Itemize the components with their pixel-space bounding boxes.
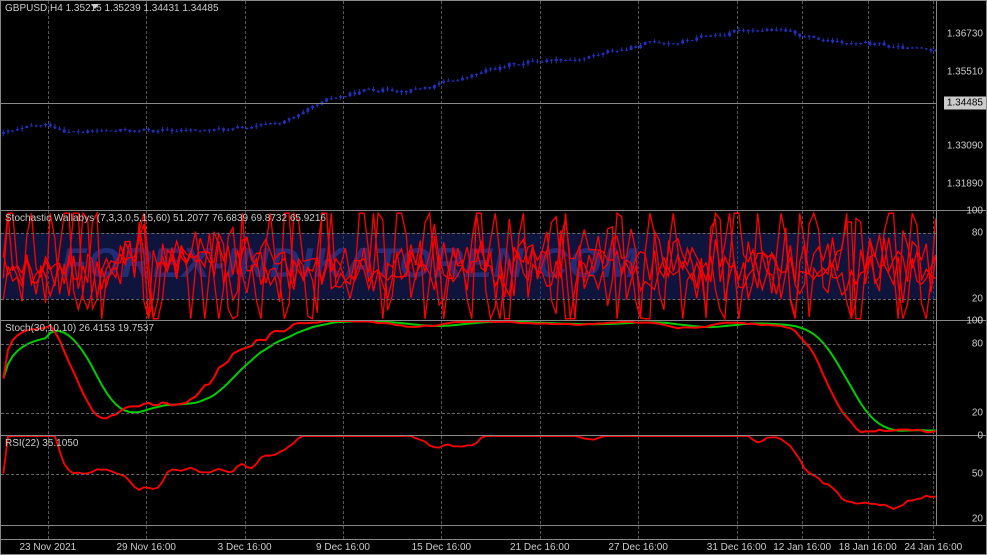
x-tick-label: 15 Dec 16:00	[412, 542, 472, 553]
x-tick-label: 12 Jan 16:00	[773, 542, 831, 553]
y-tick-label: 20	[972, 513, 983, 524]
x-tick-label: 27 Dec 16:00	[608, 542, 668, 553]
rsi-panel: RSI(22) 35.1050 50 20	[1, 436, 986, 526]
panel4-y-axis: 50 20	[936, 436, 986, 525]
y-tick-label: 20	[972, 294, 983, 305]
panel3-y-axis: 10080200	[936, 321, 986, 435]
current-price-line	[1, 103, 936, 104]
y-tick-label: 1.36730	[947, 29, 983, 40]
price-chart	[1, 1, 938, 211]
y-tick-label: 80	[972, 339, 983, 350]
y-tick-label: 100	[966, 206, 983, 217]
x-tick-label: 31 Dec 16:00	[707, 542, 767, 553]
x-tick-label: 23 Nov 2021	[19, 542, 76, 553]
stoch-panel: Stoch(30,10,10) 26.4153 19.7537 10080200	[1, 321, 986, 436]
symbol-label: GBPUSD,H4 1.35215 1.35239 1.34431 1.3448…	[5, 3, 219, 14]
x-tick-label: 3 Dec 16:00	[218, 542, 272, 553]
x-tick-label: 18 Jan 16:00	[839, 542, 897, 553]
stochastic-wallabys-chart	[1, 211, 938, 321]
stochastic-wallabys-panel: Stochastic Wallabys (7,3,3,0,5,15,60) 51…	[1, 211, 986, 321]
x-tick-label: 9 Dec 16:00	[316, 542, 370, 553]
y-tick-label: 50	[972, 468, 983, 479]
panel4-title: RSI(22) 35.1050	[5, 438, 78, 449]
y-tick-label: 100	[966, 316, 983, 327]
panel3-title: Stoch(30,10,10) 26.4153 19.7537	[5, 323, 154, 334]
chart-container: GBPUSD,H4 1.35215 1.35239 1.34431 1.3448…	[0, 0, 987, 555]
x-axis: 23 Nov 2021 29 Nov 16:00 3 Dec 16:00 9 Dec …	[1, 539, 936, 554]
current-price-tag: 1.34485	[944, 97, 986, 110]
y-tick-label: 80	[972, 228, 983, 239]
x-tick-label: 21 Dec 16:00	[510, 542, 570, 553]
y-tick-label: 1.33090	[947, 141, 983, 152]
x-tick-label: 24 Jan 16:00	[904, 542, 962, 553]
rsi-chart	[1, 436, 938, 526]
panel2-y-axis: 10080200	[936, 211, 986, 320]
panel2-title: Stochastic Wallabys (7,3,3,0,5,15,60) 51…	[5, 213, 326, 224]
y-tick-label: 1.31890	[947, 178, 983, 189]
price-y-axis: 1.34485 1.36730 1.35510 1.33090 1.31890	[936, 1, 986, 210]
y-tick-label: 1.35510	[947, 66, 983, 77]
x-tick-label: 29 Nov 16:00	[116, 542, 176, 553]
price-panel: GBPUSD,H4 1.35215 1.35239 1.34431 1.3448…	[1, 1, 986, 211]
y-tick-label: 20	[972, 408, 983, 419]
stoch-chart	[1, 321, 938, 436]
